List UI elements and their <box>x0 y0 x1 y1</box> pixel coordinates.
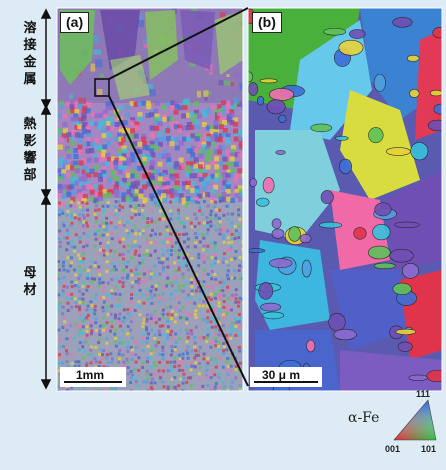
key-corner-101: 101 <box>421 444 437 454</box>
zoom-line-bottom <box>108 95 249 387</box>
key-phase-label: α-Fe <box>348 410 380 426</box>
panel-b-label: (b) <box>252 12 282 33</box>
weld-metal-label: 溶接金属 <box>23 21 37 87</box>
zoom-box <box>94 78 110 97</box>
base-metal-label: 母材 <box>23 266 37 298</box>
panel-b-grains <box>248 8 442 391</box>
scale-label-a: 1mm <box>76 368 105 382</box>
panel-a-label: (a) <box>60 12 90 33</box>
key-corner-001: 001 <box>385 444 401 454</box>
scale-label-b: 30 μ m <box>262 368 301 382</box>
zoom-line-top <box>108 7 249 80</box>
ipf-color-key <box>393 399 437 441</box>
key-corner-111: 111 <box>416 389 431 399</box>
region-arrows <box>40 8 52 390</box>
panel-a-map <box>57 8 243 391</box>
panel-b-map <box>248 8 442 391</box>
haz-label: 熱影響部 <box>23 117 37 183</box>
